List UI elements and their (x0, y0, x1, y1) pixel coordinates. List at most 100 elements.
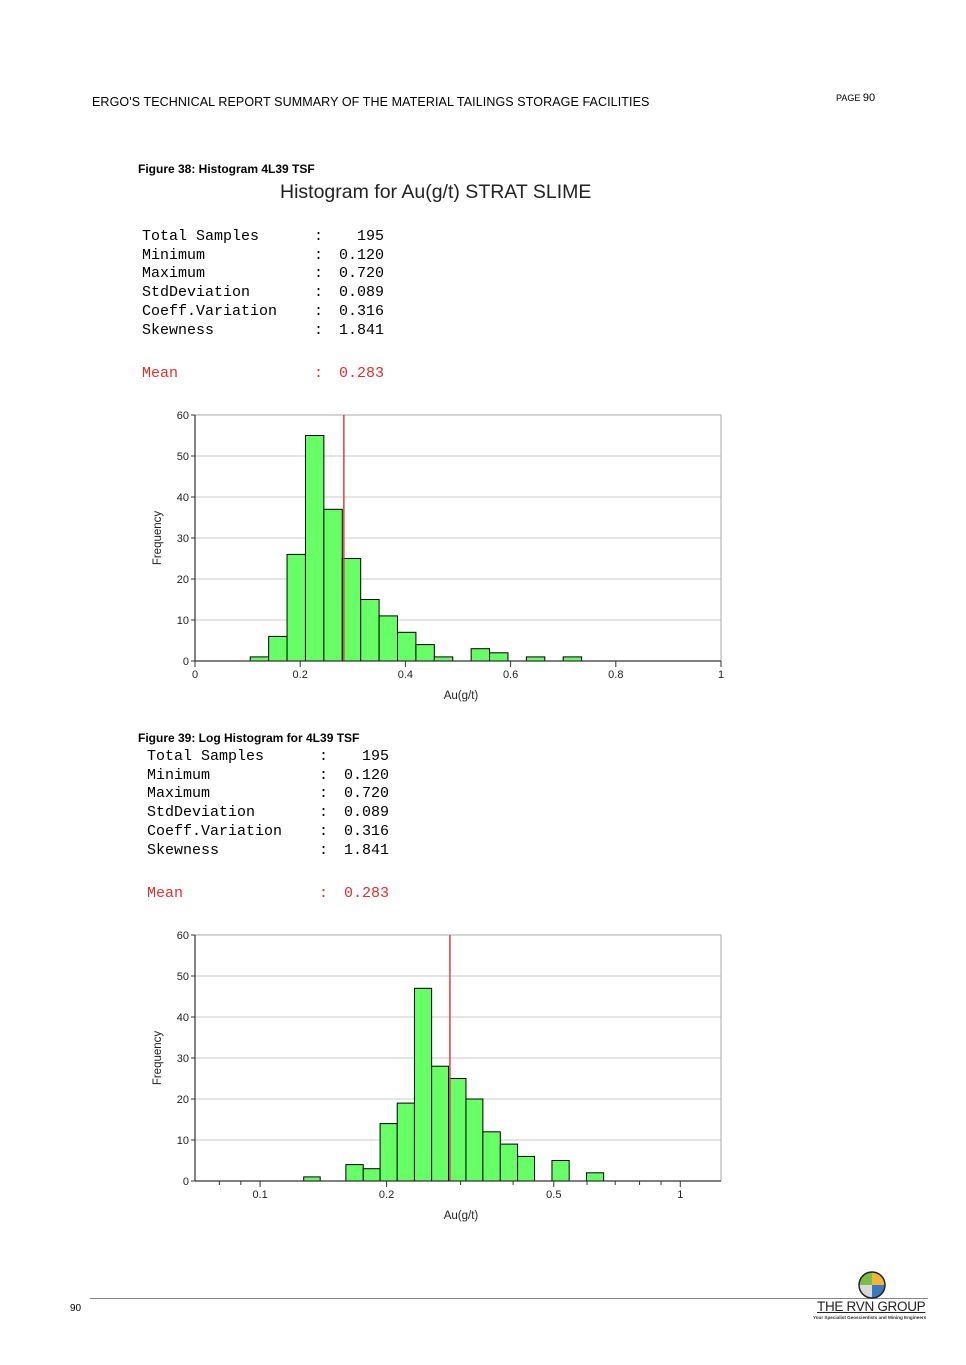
histogram-chart: 0 10 20 30 40 50 60 0 0.2 0.4 0.6 0.8 1 Au(g/t) Freque… (152, 410, 724, 702)
y-tick-label: 50 (177, 971, 189, 983)
stat-row: Minimum:0.120 (147, 767, 389, 786)
figure-39-caption: Figure 39: Log Histogram for 4L39 TSF (138, 731, 360, 745)
histogram-bar (397, 631, 417, 662)
y-tick-label: 10 (177, 1135, 189, 1147)
histogram-bar (413, 987, 433, 1182)
y-tick-label: 60 (177, 930, 189, 942)
y-tick-label: 60 (177, 410, 189, 422)
stat-value: 0.120 (338, 246, 384, 264)
histogram-bar (323, 508, 343, 662)
figure-38-title: Histogram for Au(g/t) STRAT SLIME (280, 181, 592, 203)
histogram-bar (362, 1168, 381, 1182)
stat-separator: : (319, 785, 329, 803)
stat-row: Maximum:0.720 (142, 265, 384, 284)
histogram-bar (396, 1102, 415, 1182)
report-title: ERGO'S TECHNICAL REPORT SUMMARY OF THE M… (92, 95, 650, 109)
histogram-bar (378, 615, 399, 662)
stat-value: 0.720 (338, 265, 384, 283)
figure-39-stats: Total Samples:195 Minimum:0.120 Maximum:0.… (147, 748, 389, 904)
histogram-bar (345, 1164, 364, 1182)
histogram-bar (525, 656, 546, 662)
x-tick-label: 0.1 (252, 1189, 267, 1201)
histogram-bar (433, 656, 454, 662)
stat-label: StdDeviation (142, 284, 251, 302)
stat-row: Skewness:1.841 (147, 842, 389, 861)
x-axis-label: Au(g/t) (444, 1210, 479, 1222)
histogram-bar (341, 558, 362, 662)
stat-label: Total Samples (142, 228, 260, 245)
stat-label: Total Samples (147, 748, 265, 765)
rvn-group-logo: THE RVN GROUP Your Specialist Geoscienti… (813, 1270, 933, 1325)
histogram-bar (249, 656, 270, 662)
figure-38-caption: Figure 38: Histogram 4L39 TSF (138, 162, 315, 176)
mean-row: Mean:0.283 (142, 365, 384, 384)
stat-value: 0.720 (343, 785, 389, 803)
stat-value: 195 (361, 748, 389, 765)
stat-value: 0.316 (343, 822, 389, 840)
x-tick-label: 0.2 (379, 1189, 394, 1201)
y-tick-label: 40 (177, 1012, 189, 1024)
stat-label: Coeff.Variation (142, 302, 278, 320)
mean-value: 0.283 (343, 885, 389, 903)
x-tick-label: 0.4 (398, 669, 413, 681)
x-tick-label: 0.6 (503, 669, 518, 681)
stat-separator: : (314, 284, 324, 302)
y-tick-label: 50 (177, 451, 189, 463)
page-number-label: PAGE 90 (836, 92, 875, 104)
page-number: 90 (862, 92, 876, 104)
stat-label: Minimum (142, 246, 206, 264)
histogram-bar (482, 1131, 501, 1182)
stat-row: StdDeviation:0.089 (142, 284, 384, 303)
stat-value: 1.841 (338, 321, 384, 339)
mean-label: Mean (142, 365, 179, 383)
stat-value: 0.089 (343, 804, 389, 822)
stat-row: Maximum:0.720 (147, 785, 389, 804)
stat-value: 0.089 (338, 284, 384, 302)
histogram-bar (517, 1155, 536, 1182)
x-axis-label: Au(g/t) (444, 690, 479, 702)
stat-separator: : (319, 766, 329, 784)
footer-page-number: 90 (70, 1303, 82, 1314)
histogram-bar (303, 1176, 321, 1182)
x-tick-label: 1 (677, 1189, 683, 1201)
histogram-bar (499, 1143, 519, 1182)
mean-separator: : (314, 365, 324, 383)
histogram-bar (379, 1123, 398, 1182)
stat-separator: : (314, 228, 324, 245)
histogram-bar (585, 1172, 605, 1182)
stat-row: Total Samples: 195 (142, 228, 384, 247)
y-tick-label: 0 (183, 656, 189, 668)
stat-row: Coeff.Variation:0.316 (147, 823, 389, 842)
stat-row: Total Samples: 195 (147, 748, 389, 767)
x-tick-label: 0 (192, 669, 198, 681)
y-tick-label: 0 (183, 1176, 189, 1188)
stat-label: Skewness (147, 841, 220, 859)
histogram-bar (431, 1065, 450, 1182)
stat-label: Maximum (147, 785, 211, 803)
y-tick-label: 30 (177, 533, 189, 545)
histogram-bar (489, 652, 509, 662)
stat-label: Skewness (142, 321, 215, 339)
stat-separator: : (319, 804, 329, 822)
pie-logo-icon (858, 1271, 886, 1299)
histogram-bar (562, 656, 583, 662)
histogram-bar (304, 435, 325, 662)
mean-row: Mean:0.283 (147, 885, 389, 904)
stat-row: StdDeviation:0.089 (147, 804, 389, 823)
mean-separator: : (319, 885, 329, 903)
histogram-bar (465, 1098, 484, 1182)
histogram-bar (415, 644, 435, 662)
y-axis-label: Frequency (152, 1031, 164, 1086)
stat-value: 1.841 (343, 841, 389, 859)
y-tick-label: 20 (177, 1094, 189, 1106)
mean-value: 0.283 (338, 365, 384, 383)
stat-separator: : (319, 822, 329, 840)
stat-row: Skewness:1.841 (142, 322, 384, 341)
stat-separator: : (319, 841, 329, 859)
y-tick-label: 40 (177, 492, 189, 504)
stat-separator: : (314, 302, 324, 320)
x-tick-label: 1 (718, 669, 724, 681)
footer-divider (90, 1298, 928, 1299)
stat-value: 0.120 (343, 766, 389, 784)
stat-label: Minimum (147, 766, 211, 784)
